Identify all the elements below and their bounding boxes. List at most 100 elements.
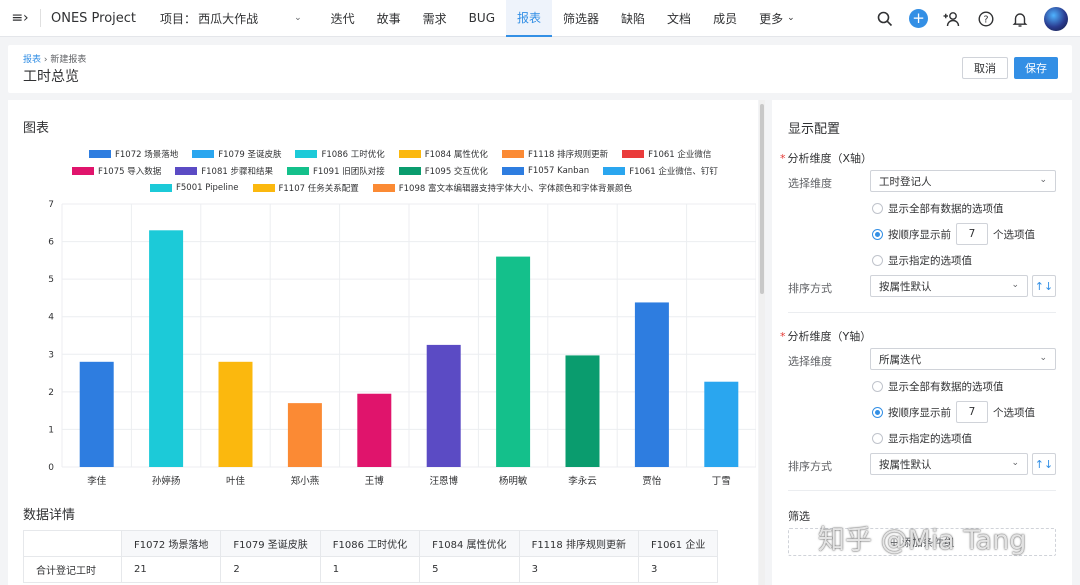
project-switcher[interactable]: 项目： 西瓜大作战 ⌄ xyxy=(160,10,302,27)
legend-label: F1084 属性优化 xyxy=(424,150,488,160)
legend-item[interactable]: F1061 企业微信、钉钉 xyxy=(603,165,718,177)
table-cell: 5 xyxy=(419,556,520,583)
y-top-count-input[interactable] xyxy=(956,401,988,423)
x-option-top-radio[interactable]: 按顺序显示前 个选项值 xyxy=(872,223,1035,245)
nav-tab-docs[interactable]: 文档 xyxy=(667,11,692,26)
y-option-specified-radio[interactable]: 显示指定的选项值 xyxy=(872,431,972,446)
breadcrumb-reports-link[interactable]: 报表 xyxy=(23,55,42,65)
nav-tab-reports[interactable]: 报表 xyxy=(506,0,553,37)
bar[interactable] xyxy=(357,393,392,467)
x-tick-label: 汪恩博 xyxy=(429,475,458,487)
bar[interactable] xyxy=(634,302,669,467)
y-sort-select[interactable]: 按属性默认 ⌄ xyxy=(870,453,1028,475)
bar[interactable] xyxy=(79,361,114,467)
search-icon[interactable] xyxy=(875,9,895,29)
cancel-button[interactable]: 取消 xyxy=(962,57,1008,79)
bar[interactable] xyxy=(426,344,461,467)
radio-icon xyxy=(872,433,883,444)
add-filter-button[interactable]: + 添加条件组 xyxy=(788,528,1056,556)
filter-title: 筛选 xyxy=(788,510,810,523)
x-sort-select[interactable]: 按属性默认 ⌄ xyxy=(870,275,1028,297)
legend-swatch xyxy=(192,150,215,158)
save-button[interactable]: 保存 xyxy=(1014,57,1058,79)
chart-panel-scrollbar[interactable] xyxy=(759,100,765,585)
scrollbar-thumb[interactable] xyxy=(760,104,764,294)
legend-item[interactable]: F1086 工时优化 xyxy=(295,148,385,160)
table-header-cell[interactable]: F1086 工时优化 xyxy=(319,530,421,557)
chevron-down-icon: ⌄ xyxy=(1011,280,1019,290)
x-option-all-radio[interactable]: 显示全部有数据的选项值 xyxy=(872,201,1004,216)
project-label: 项目： xyxy=(160,11,197,26)
svg-text:?: ? xyxy=(983,14,988,25)
legend-item[interactable]: F1075 导入数据 xyxy=(72,165,161,177)
config-divider xyxy=(788,490,1056,491)
bar[interactable] xyxy=(496,256,531,467)
bar[interactable] xyxy=(149,230,184,467)
chart-legend-row-2: F1075 导入数据 F1081 步骤和结果 F1091 旧团队对接 F1095… xyxy=(72,165,732,177)
nav-tab-filters[interactable]: 筛选器 xyxy=(563,11,600,26)
legend-item[interactable]: F1057 Kanban xyxy=(501,165,589,177)
bar[interactable] xyxy=(218,361,253,467)
avatar[interactable] xyxy=(1044,6,1068,31)
legend-item[interactable]: F1081 步骤和结果 xyxy=(175,165,273,177)
required-mark: * xyxy=(780,152,786,165)
table-header-cell[interactable]: F1072 场景落地 xyxy=(120,530,222,557)
create-plus-icon[interactable]: + xyxy=(909,9,928,28)
add-member-icon[interactable] xyxy=(942,9,962,29)
y-option-all-radio[interactable]: 显示全部有数据的选项值 xyxy=(872,379,1004,394)
nav-tab-requirement[interactable]: 需求 xyxy=(422,11,447,26)
table-header-cell[interactable]: F1084 属性优化 xyxy=(419,530,520,557)
bar[interactable] xyxy=(565,355,600,467)
x-tick-label: 孙婷扬 xyxy=(152,475,181,487)
nav-tab-story[interactable]: 故事 xyxy=(376,11,401,26)
x-dimension-select[interactable]: 工时登记人 ⌄ xyxy=(870,170,1056,192)
legend-label: F1107 任务关系配置 xyxy=(278,184,359,194)
legend-item[interactable]: F1095 交互优化 xyxy=(398,165,488,177)
nav-actions: + ? xyxy=(875,0,1068,37)
legend-item[interactable]: F1098 富文本编辑器支持字体大小、字体颜色和字体背景颜色 xyxy=(372,182,632,194)
table-header-cell[interactable]: F1118 排序规则更新 xyxy=(518,530,639,557)
legend-item[interactable]: F1061 企业微信 xyxy=(622,148,711,160)
x-sort-order-icon[interactable]: ↑↓ xyxy=(1032,275,1056,297)
x-option-specified-label: 显示指定的选项值 xyxy=(888,255,972,267)
nav-tab-more[interactable]: 更多 ⌄ xyxy=(748,0,806,37)
legend-item[interactable]: F1072 场景落地 xyxy=(89,148,178,160)
y-sort-value: 按属性默认 xyxy=(879,458,932,471)
help-icon[interactable]: ? xyxy=(976,9,996,29)
legend-swatch xyxy=(150,184,172,192)
legend-item[interactable]: F1118 排序规则更新 xyxy=(501,148,608,160)
breadcrumb-current: 新建报表 xyxy=(50,55,87,65)
legend-swatch xyxy=(72,167,94,175)
table-cell: 3 xyxy=(518,556,639,583)
table-cell: 3 xyxy=(637,556,719,583)
table-header-cell[interactable]: F1079 圣诞皮肤 xyxy=(220,530,321,557)
table-header-cell[interactable]: F1061 企业 xyxy=(637,530,719,557)
legend-item[interactable]: F1107 任务关系配置 xyxy=(252,182,359,194)
radio-icon xyxy=(872,381,883,392)
y-option-top-suffix: 个选项值 xyxy=(993,406,1035,419)
bar[interactable] xyxy=(287,403,322,467)
config-divider xyxy=(788,312,1056,313)
chart-legend-row-1: F1072 场景落地 F1079 圣诞皮肤 F1086 工时优化 F1084 属… xyxy=(89,148,725,160)
legend-item[interactable]: F1091 旧团队对接 xyxy=(286,165,385,177)
nav-tab-bug[interactable]: BUG xyxy=(468,11,495,25)
y-tick-label: 6 xyxy=(48,238,54,248)
bell-icon[interactable] xyxy=(1010,9,1030,29)
nav-tab-defects[interactable]: 缺陷 xyxy=(621,11,646,26)
x-option-specified-radio[interactable]: 显示指定的选项值 xyxy=(872,253,972,268)
legend-label: F1079 圣诞皮肤 xyxy=(218,150,282,160)
y-sort-order-icon[interactable]: ↑↓ xyxy=(1032,453,1056,475)
menu-toggle-icon[interactable]: ≡› xyxy=(11,10,29,26)
nav-tab-members[interactable]: 成员 xyxy=(713,11,738,26)
y-dimension-select[interactable]: 所属迭代 ⌄ xyxy=(870,348,1056,370)
legend-item[interactable]: F5001 Pipeline xyxy=(150,182,239,194)
nav-tab-iteration[interactable]: 迭代 xyxy=(330,11,355,26)
bar[interactable] xyxy=(704,381,739,467)
details-table: F1072 场景落地 F1079 圣诞皮肤 F1086 工时优化 F1084 属… xyxy=(23,530,719,583)
legend-item[interactable]: F1079 圣诞皮肤 xyxy=(192,148,281,160)
x-tick-label: 丁雪 xyxy=(712,476,731,487)
x-top-count-input[interactable] xyxy=(956,223,988,245)
y-tick-label: 7 xyxy=(48,200,54,210)
legend-item[interactable]: F1084 属性优化 xyxy=(398,148,488,160)
y-option-top-radio[interactable]: 按顺序显示前 个选项值 xyxy=(872,401,1035,423)
